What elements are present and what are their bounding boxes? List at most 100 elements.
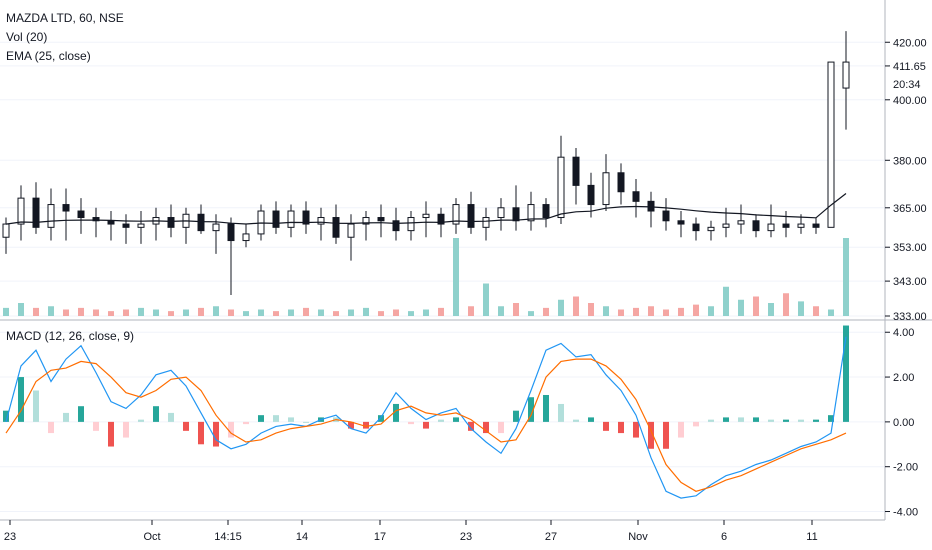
candle-body <box>827 61 835 228</box>
candle <box>77 198 85 234</box>
candle-body <box>542 204 550 219</box>
volume-bar <box>528 311 534 316</box>
histogram-bar <box>468 421 474 431</box>
candle <box>812 217 820 234</box>
volume-indicator-label[interactable]: Vol (20) <box>6 30 47 44</box>
volume-bar <box>753 296 759 316</box>
candle <box>707 220 715 241</box>
time-axis[interactable]: 23 Oct 14:15 14 17 23 27 Nov 6 11 <box>4 520 818 543</box>
volume-bar <box>168 311 174 316</box>
candle <box>482 207 490 241</box>
candle-body <box>287 210 295 228</box>
candle <box>287 204 295 238</box>
volume-bar <box>63 309 69 316</box>
grid-lines <box>0 41 885 513</box>
candle-body <box>842 61 850 89</box>
candle-body <box>602 172 610 206</box>
histogram-bar <box>303 421 309 423</box>
volume-bar <box>573 296 579 316</box>
candle <box>557 135 565 225</box>
volume-bar <box>543 307 549 316</box>
volume-bar <box>783 293 789 316</box>
ema-line <box>5 193 847 225</box>
price-tick-label: 333.00 <box>893 311 927 323</box>
candle <box>692 217 700 241</box>
volume-bar <box>333 311 339 316</box>
ema-indicator-label[interactable]: EMA (25, close) <box>6 49 91 63</box>
histogram-bar <box>828 415 834 422</box>
time-tick-label: 23 <box>4 531 16 543</box>
price-tick-label: 400.00 <box>893 95 927 107</box>
candle <box>827 61 835 228</box>
macd-axis[interactable]: 4.00 2.00 0.00 -2.00 -4.00 <box>885 327 918 519</box>
volume-bar <box>813 306 819 316</box>
candle <box>602 154 610 212</box>
candle <box>227 217 235 295</box>
histogram-bar <box>813 419 819 422</box>
macd-indicator-label[interactable]: MACD (12, 26, close, 9) <box>6 329 134 343</box>
candle-body <box>557 156 565 219</box>
time-tick-label: 17 <box>374 531 386 543</box>
histogram-bar <box>693 421 699 427</box>
volume-bar <box>438 307 444 316</box>
candle-body <box>77 210 85 219</box>
candle <box>422 201 430 238</box>
price-tick-label: 411.65 <box>893 61 926 73</box>
candle-body <box>212 223 220 232</box>
candle <box>362 211 370 241</box>
volume-bar <box>138 307 144 316</box>
candle <box>782 211 790 238</box>
candle <box>542 198 550 228</box>
volume-bar <box>213 306 219 316</box>
price-axis[interactable]: 420.00 411.65 400.00 380.00 365.00 353.00 343.… <box>885 37 927 323</box>
candle <box>737 204 745 234</box>
countdown-label: 20:34 <box>893 79 921 91</box>
histogram-bar <box>723 417 729 422</box>
volume-bar <box>738 299 744 316</box>
candle-body <box>737 220 745 225</box>
macd-tick-label: 2.00 <box>893 372 914 384</box>
candle-body <box>167 217 175 228</box>
candle-body <box>332 217 340 238</box>
histogram-bar <box>378 415 384 422</box>
histogram-bar <box>543 394 549 422</box>
candle-body <box>317 217 325 225</box>
candle-body <box>512 207 520 222</box>
candle <box>212 214 220 254</box>
candle-body <box>407 217 415 232</box>
candle <box>527 191 535 231</box>
candle-body <box>497 207 505 219</box>
candle-body <box>722 223 730 228</box>
candle <box>617 163 625 205</box>
histogram-bar <box>258 415 264 422</box>
histogram-bar <box>168 412 174 422</box>
volume-bar <box>678 307 684 316</box>
candle-body <box>362 217 370 225</box>
candle <box>317 207 325 241</box>
histogram-bar <box>798 419 804 422</box>
candle-body <box>32 197 40 228</box>
candle-body <box>752 220 760 232</box>
volume-bar <box>153 309 159 316</box>
volume-bar <box>258 309 264 316</box>
histogram-bar <box>768 419 774 422</box>
candle <box>92 207 100 238</box>
price-tick-label: 380.00 <box>893 155 927 167</box>
candle <box>587 172 595 218</box>
candle-body <box>572 156 580 186</box>
volume-bar <box>483 283 489 316</box>
candle-body <box>227 223 235 242</box>
histogram-bar <box>528 397 534 422</box>
histogram-bar <box>453 417 459 422</box>
volume-bar <box>828 309 834 316</box>
candle-body <box>692 223 700 232</box>
candle-body <box>437 213 445 225</box>
histogram-bar <box>498 421 504 434</box>
histogram-bar <box>363 421 369 429</box>
candle-body <box>92 217 100 222</box>
volume-bar <box>348 309 354 316</box>
histogram-bar <box>213 421 219 447</box>
histogram-bar <box>558 403 564 422</box>
volume-bar <box>183 309 189 316</box>
